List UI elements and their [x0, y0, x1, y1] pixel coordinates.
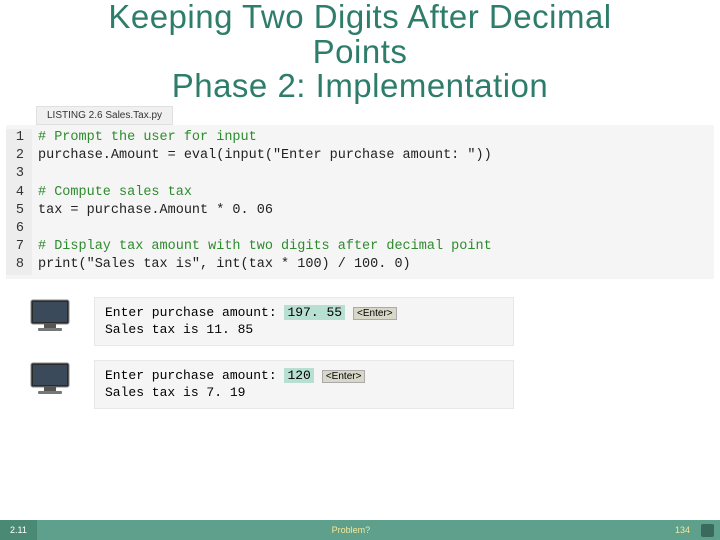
line-number: 6 [6, 220, 32, 238]
line-number: 8 [6, 256, 32, 274]
output-section: Enter purchase amount: 197. 55<Enter>Sal… [0, 297, 720, 409]
code-line: 1# Prompt the user for input [6, 129, 714, 147]
prompt-text: Enter purchase amount: [105, 305, 284, 320]
footer-icon [701, 524, 714, 537]
prompt-text: Enter purchase amount: [105, 368, 284, 383]
line-number: 5 [6, 202, 32, 220]
monitor-icon [30, 360, 76, 396]
user-input: 197. 55 [284, 305, 345, 320]
code-text: tax = purchase.Amount * 0. 06 [32, 202, 273, 220]
footer-center-text: Problem? [37, 525, 665, 535]
code-text [32, 165, 38, 183]
code-line: 7# Display tax amount with two digits af… [6, 238, 714, 256]
code-text [32, 220, 38, 238]
title-line-1: Keeping Two Digits After Decimal [0, 0, 720, 35]
slide-footer: 2.11 Problem? 134 [0, 520, 720, 540]
code-line: 3 [6, 165, 714, 183]
code-line: 4# Compute sales tax [6, 184, 714, 202]
code-text: # Display tax amount with two digits aft… [32, 238, 492, 256]
enter-key-badge: <Enter> [353, 307, 397, 320]
code-line: 6 [6, 220, 714, 238]
enter-key-badge: <Enter> [322, 370, 366, 383]
line-number: 7 [6, 238, 32, 256]
code-listing: 1# Prompt the user for input2purchase.Am… [6, 125, 714, 279]
footer-section-number: 2.11 [0, 520, 37, 540]
title-line-3: Phase 2: Implementation [0, 69, 720, 104]
line-number: 3 [6, 165, 32, 183]
listing-tab: LISTING 2.6 Sales.Tax.py [36, 106, 173, 125]
line-number: 2 [6, 147, 32, 165]
user-input: 120 [284, 368, 313, 383]
code-text: # Compute sales tax [32, 184, 192, 202]
title-line-2: Points [0, 35, 720, 70]
code-line: 2purchase.Amount = eval(input("Enter pur… [6, 147, 714, 165]
output-line: Enter purchase amount: 197. 55 <Enter> [105, 304, 503, 322]
output-row: Enter purchase amount: 120 <Enter>Sales t… [30, 360, 720, 409]
code-line: 8print("Sales tax is", int(tax * 100) / … [6, 256, 714, 274]
output-line: Enter purchase amount: 120 <Enter> [105, 367, 503, 385]
output-row: Enter purchase amount: 197. 55 <Enter>Sal… [30, 297, 720, 346]
code-text: print("Sales tax is", int(tax * 100) / 1… [32, 256, 411, 274]
code-text: purchase.Amount = eval(input("Enter purc… [32, 147, 492, 165]
output-result: Sales tax is 7. 19 [105, 384, 503, 402]
monitor-icon [30, 297, 76, 333]
code-text: # Prompt the user for input [32, 129, 257, 147]
console-output: Enter purchase amount: 197. 55 <Enter>Sal… [94, 297, 514, 346]
slide-title: Keeping Two Digits After Decimal Points … [0, 0, 720, 104]
line-number: 1 [6, 129, 32, 147]
output-result: Sales tax is 11. 85 [105, 321, 503, 339]
code-line: 5tax = purchase.Amount * 0. 06 [6, 202, 714, 220]
line-number: 4 [6, 184, 32, 202]
console-output: Enter purchase amount: 120 <Enter>Sales t… [94, 360, 514, 409]
